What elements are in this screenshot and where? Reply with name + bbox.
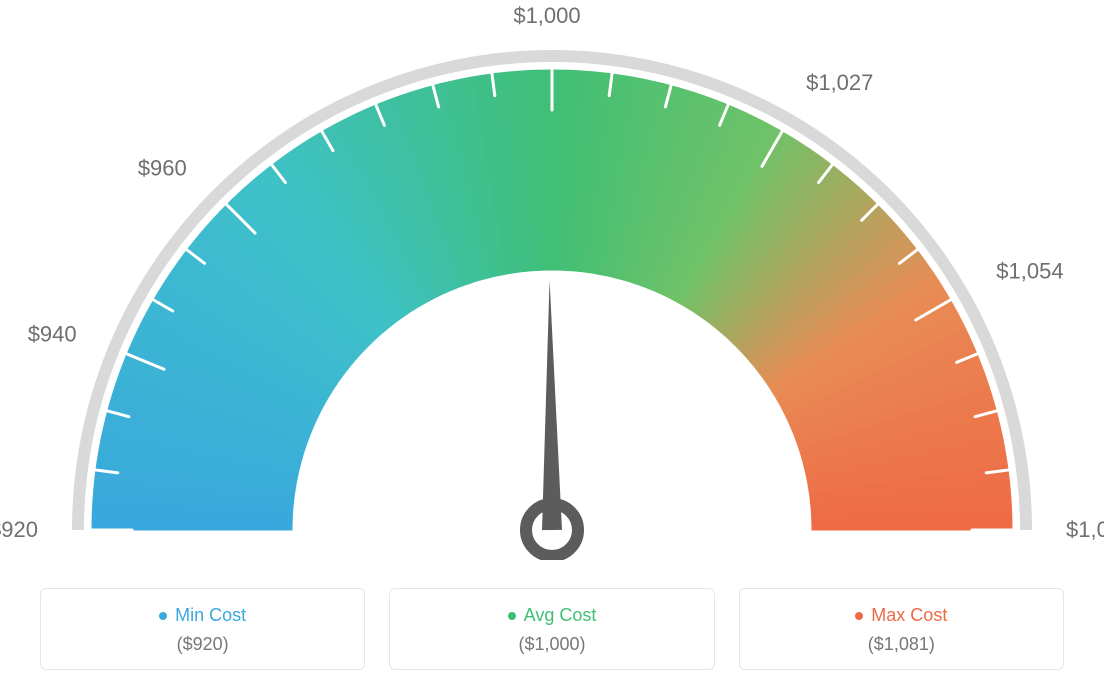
avg-cost-card: Avg Cost ($1,000) [389,588,714,670]
svg-text:$920: $920 [0,517,38,542]
svg-text:$940: $940 [28,321,77,346]
min-cost-value: ($920) [51,634,354,655]
svg-text:$1,027: $1,027 [806,70,873,95]
max-cost-label: Max Cost [871,605,947,626]
max-cost-label-row: Max Cost [750,605,1053,626]
min-cost-card: Min Cost ($920) [40,588,365,670]
svg-text:$960: $960 [138,155,187,180]
avg-cost-label-row: Avg Cost [400,605,703,626]
cost-cards: Min Cost ($920) Avg Cost ($1,000) Max Co… [40,588,1064,670]
avg-dot-icon [508,612,516,620]
min-cost-label-row: Min Cost [51,605,354,626]
max-cost-card: Max Cost ($1,081) [739,588,1064,670]
svg-text:$1,000: $1,000 [513,3,580,28]
max-dot-icon [855,612,863,620]
avg-cost-value: ($1,000) [400,634,703,655]
min-dot-icon [159,612,167,620]
svg-text:$1,054: $1,054 [996,259,1063,284]
gauge-chart: $920 $940 $960 $1,000 $1,027 $1,054 $1,081 [0,0,1104,560]
min-cost-label: Min Cost [175,605,246,626]
gauge-svg: $920 $940 $960 $1,000 $1,027 $1,054 $1,081 [0,0,1104,560]
avg-cost-label: Avg Cost [524,605,597,626]
max-cost-value: ($1,081) [750,634,1053,655]
svg-text:$1,081: $1,081 [1066,517,1104,542]
